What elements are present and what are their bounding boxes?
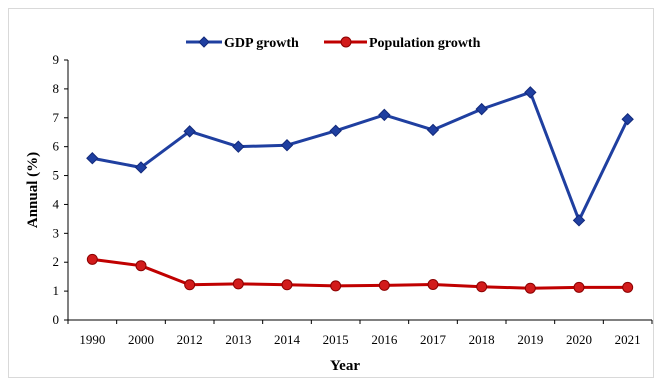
y-tick-label: 9 (53, 52, 60, 67)
population-point (184, 279, 196, 291)
gdp-point (86, 152, 99, 165)
x-ticks: 1990 2000 2012 2013 2014 2015 2016 2017 2018 2019… (67, 320, 653, 347)
y-axis-title: Annual (%) (25, 152, 41, 228)
x-tick-label: 2017 (420, 332, 447, 347)
y-tick-label: 1 (53, 283, 60, 298)
y-tick-label: 0 (53, 312, 60, 327)
y-tick-label: 7 (53, 110, 60, 125)
x-tick-label: 2014 (274, 332, 301, 347)
x-tick-label: 2013 (225, 332, 251, 347)
gdp-point (280, 139, 294, 152)
population-point (281, 279, 293, 291)
legend: GDP growth Population growth (186, 36, 481, 51)
legend-gdp-marker (198, 36, 210, 48)
x-tick-label: 2000 (128, 332, 154, 347)
gdp-point (524, 86, 537, 99)
x-tick-label: 2020 (566, 332, 592, 347)
population-point (573, 281, 585, 293)
y-tick-label: 4 (53, 196, 60, 211)
legend-item-population: Population growth (324, 36, 481, 51)
population-point (524, 282, 536, 294)
gdp-point (232, 140, 245, 153)
population-point (622, 281, 634, 293)
legend-item-gdp: GDP growth (186, 36, 299, 51)
y-tick-label: 6 (53, 139, 60, 154)
legend-gdp-label: GDP growth (224, 36, 299, 51)
series-lines (86, 86, 634, 294)
population-point (476, 281, 488, 293)
gdp-point (134, 161, 148, 174)
y-tick-label: 8 (53, 81, 60, 96)
axes (67, 60, 652, 321)
gdp-point (426, 123, 440, 137)
series-line-population (92, 257, 628, 290)
x-tick-label: 2019 (517, 332, 543, 347)
legend-population-marker (340, 36, 352, 48)
y-tick-label: 3 (53, 225, 60, 240)
gdp-point (572, 214, 586, 227)
population-point (378, 279, 390, 291)
x-tick-label: 2021 (615, 332, 641, 347)
gdp-point (183, 125, 196, 138)
population-point (86, 253, 98, 265)
gdp-point (475, 102, 488, 116)
population-point (135, 260, 147, 272)
y-tick-label: 5 (53, 168, 60, 183)
gdp-point (621, 113, 634, 126)
y-ticks: 0 1 2 3 4 5 6 7 8 9 (53, 52, 68, 327)
gdp-point (329, 124, 342, 137)
legend-population-label: Population growth (369, 36, 481, 51)
x-tick-label: 2018 (469, 332, 495, 347)
x-tick-label: 2016 (371, 332, 398, 347)
x-axis-title: Year (330, 358, 360, 372)
y-tick-label: 2 (53, 254, 60, 269)
gdp-point (378, 108, 391, 122)
chart-frame (8, 8, 654, 378)
x-tick-label: 2012 (177, 332, 203, 347)
x-tick-label: 2015 (323, 332, 349, 347)
population-point (330, 280, 342, 292)
x-tick-label: 1990 (79, 332, 105, 347)
population-point (232, 278, 244, 290)
series-line-gdp (92, 90, 630, 222)
population-point (427, 278, 439, 290)
